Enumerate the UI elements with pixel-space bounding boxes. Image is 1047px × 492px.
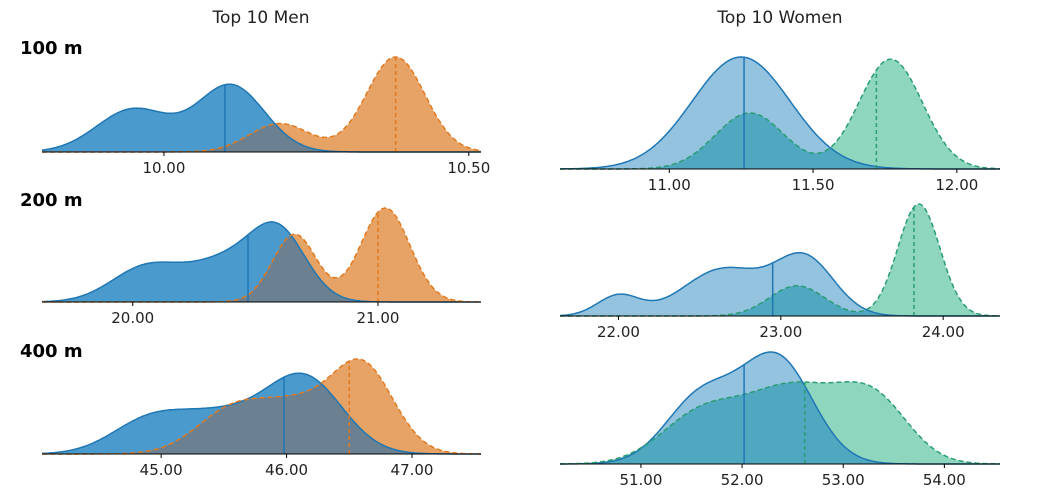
panel-women-400m: 51.00 52.00 53.00 54.00 — [560, 351, 1000, 489]
x-tick-label: 11.50 — [792, 176, 835, 194]
column-title-men: Top 10 Men — [211, 8, 309, 28]
column-title-women: Top 10 Women — [716, 8, 842, 28]
x-tick-label: 45.00 — [140, 461, 183, 479]
density-fill-solid — [42, 84, 481, 152]
x-tick-label: 53.00 — [822, 471, 865, 489]
density-fill-solid — [560, 252, 1000, 316]
x-tick-label: 24.00 — [922, 323, 965, 341]
panel-women-200m: 22.00 23.00 24.00 — [559, 203, 1000, 341]
x-tick-label: 21.00 — [357, 309, 400, 327]
panel-women-100m: 11.00 11.50 12.00 — [560, 56, 1000, 194]
density-fill-solid — [560, 57, 1000, 169]
density-fill-dashed — [42, 57, 481, 152]
x-tick-label: 23.00 — [759, 323, 802, 341]
x-tick-label: 47.00 — [391, 461, 434, 479]
row-label-400m: 400 m — [20, 341, 83, 362]
panel-men-200m: 20.00 21.00 — [42, 207, 482, 327]
x-tick-label: 12.00 — [935, 176, 978, 194]
x-tick-label: 46.00 — [265, 461, 308, 479]
x-tick-label: 20.00 — [111, 309, 154, 327]
row-label-200m: 200 m — [20, 190, 83, 211]
density-fill-dashed — [42, 208, 481, 302]
panel-men-100m: 10.00 10.50 — [41, 56, 490, 177]
x-tick-label: 52.00 — [721, 471, 764, 489]
density-fill-dashed — [560, 204, 1000, 316]
x-tick-label: 11.00 — [648, 176, 691, 194]
panel-men-400m: 45.00 46.00 47.00 — [41, 358, 481, 479]
x-tick-label: 10.00 — [142, 159, 185, 177]
x-tick-label: 10.50 — [447, 159, 490, 177]
x-tick-label: 51.00 — [619, 471, 662, 489]
row-label-100m: 100 m — [20, 38, 83, 59]
density-fill-dashed — [560, 59, 1000, 169]
density-line-dashed — [560, 381, 1000, 465]
density-fill-solid — [42, 221, 481, 302]
density-line-solid — [41, 372, 481, 455]
x-tick-label: 22.00 — [597, 323, 640, 341]
x-tick-label: 54.00 — [923, 471, 966, 489]
